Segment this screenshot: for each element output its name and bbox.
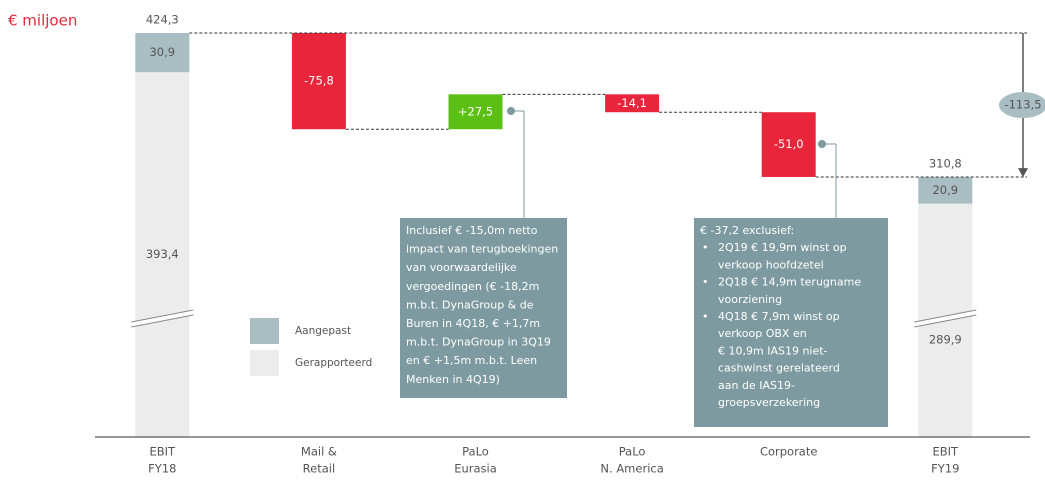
bar-segment <box>135 33 190 73</box>
difference-bubble <box>999 92 1045 119</box>
bullet: • <box>702 310 709 323</box>
callout-text: 2Q19 € 19,9m winst op <box>718 241 847 254</box>
x-tick-label: N. America <box>600 462 663 476</box>
callout-text: impact van terugboekingen <box>406 243 558 256</box>
callout-text: aan de IAS19- <box>718 379 795 392</box>
change-label: -14,1 <box>617 96 647 110</box>
legend-swatch <box>250 318 279 344</box>
bar-segment <box>918 177 973 204</box>
callout-text: 4Q18 € 7,9m winst op <box>718 310 840 323</box>
callout-box <box>694 218 888 427</box>
callout-text: m.b.t. DynaGroup & de <box>406 298 534 311</box>
x-tick-label: Retail <box>303 462 336 476</box>
callout-text: 2Q18 € 14,9m terugname <box>718 276 861 289</box>
difference-label: -113,5 <box>1004 98 1041 112</box>
axis-break <box>131 310 194 327</box>
total-label: 310,8 <box>929 157 962 171</box>
axis-break-line <box>131 314 194 328</box>
x-tick-label: Eurasia <box>454 462 497 476</box>
callout-title: € -37,2 exclusief: <box>700 224 794 237</box>
unit-label: € miljoen <box>8 12 77 30</box>
change-bar <box>448 94 503 130</box>
x-tick-label: Mail & <box>301 445 337 459</box>
value-label: 30,9 <box>149 45 175 59</box>
callout-text: € 10,9m IAS19 niet- <box>718 344 828 357</box>
x-tick-label: PaLo <box>462 445 489 459</box>
callout-text: Buren in 4Q18, € +1,7m <box>406 317 540 330</box>
change-label: +27,5 <box>458 104 493 118</box>
legend-label: Gerapporteerd <box>295 357 372 369</box>
callout-text: vergoedingen (€ -18,2m <box>406 280 539 293</box>
axis-break <box>914 310 977 327</box>
legend-swatch <box>250 350 279 376</box>
callout-text: Menken in 4Q19) <box>406 373 500 386</box>
value-label: 393,4 <box>146 247 179 261</box>
callout-text: voorziening <box>718 293 782 306</box>
change-bar <box>761 112 816 177</box>
callout-text: van voorwaardelijke <box>406 261 517 274</box>
legend-label: Aangepast <box>295 325 351 337</box>
change-label: -51,0 <box>774 137 804 151</box>
arrow-head <box>1018 168 1028 178</box>
change-label: -75,8 <box>304 74 334 88</box>
axis-break-line <box>914 309 977 323</box>
bullet: • <box>702 276 709 289</box>
axis-break-line <box>914 314 977 328</box>
x-tick-label: EBIT <box>150 445 177 459</box>
callout-text: verkoop hoofdzetel <box>718 258 824 271</box>
callout-text: m.b.t. DynaGroup in 3Q19 <box>406 336 551 349</box>
callout-text: cashwinst gerelateerd <box>718 362 840 375</box>
callout-dot <box>507 107 515 115</box>
change-bar <box>605 94 660 113</box>
x-tick-label: FY19 <box>931 462 959 476</box>
callout-text: groepsverzekering <box>718 396 820 409</box>
axis-break-line <box>131 309 194 323</box>
x-tick-label: EBIT <box>933 445 960 459</box>
callout-box <box>400 218 567 398</box>
x-tick-label: FY18 <box>148 462 176 476</box>
callout-dot <box>818 140 826 148</box>
value-label: 20,9 <box>932 183 958 197</box>
callout-text: Inclusief € -15,0m netto <box>406 224 538 237</box>
x-tick-label: PaLo <box>619 445 646 459</box>
value-label: 289,9 <box>929 333 962 347</box>
change-bar <box>291 33 346 130</box>
x-tick-label: Corporate <box>760 445 818 459</box>
bullet: • <box>702 241 709 254</box>
total-label: 424,3 <box>146 13 179 27</box>
callout-text: verkoop OBX en <box>718 327 807 340</box>
bar-segment <box>135 72 190 438</box>
callout-text: en € +1,5m m.b.t. Leen <box>406 354 537 367</box>
